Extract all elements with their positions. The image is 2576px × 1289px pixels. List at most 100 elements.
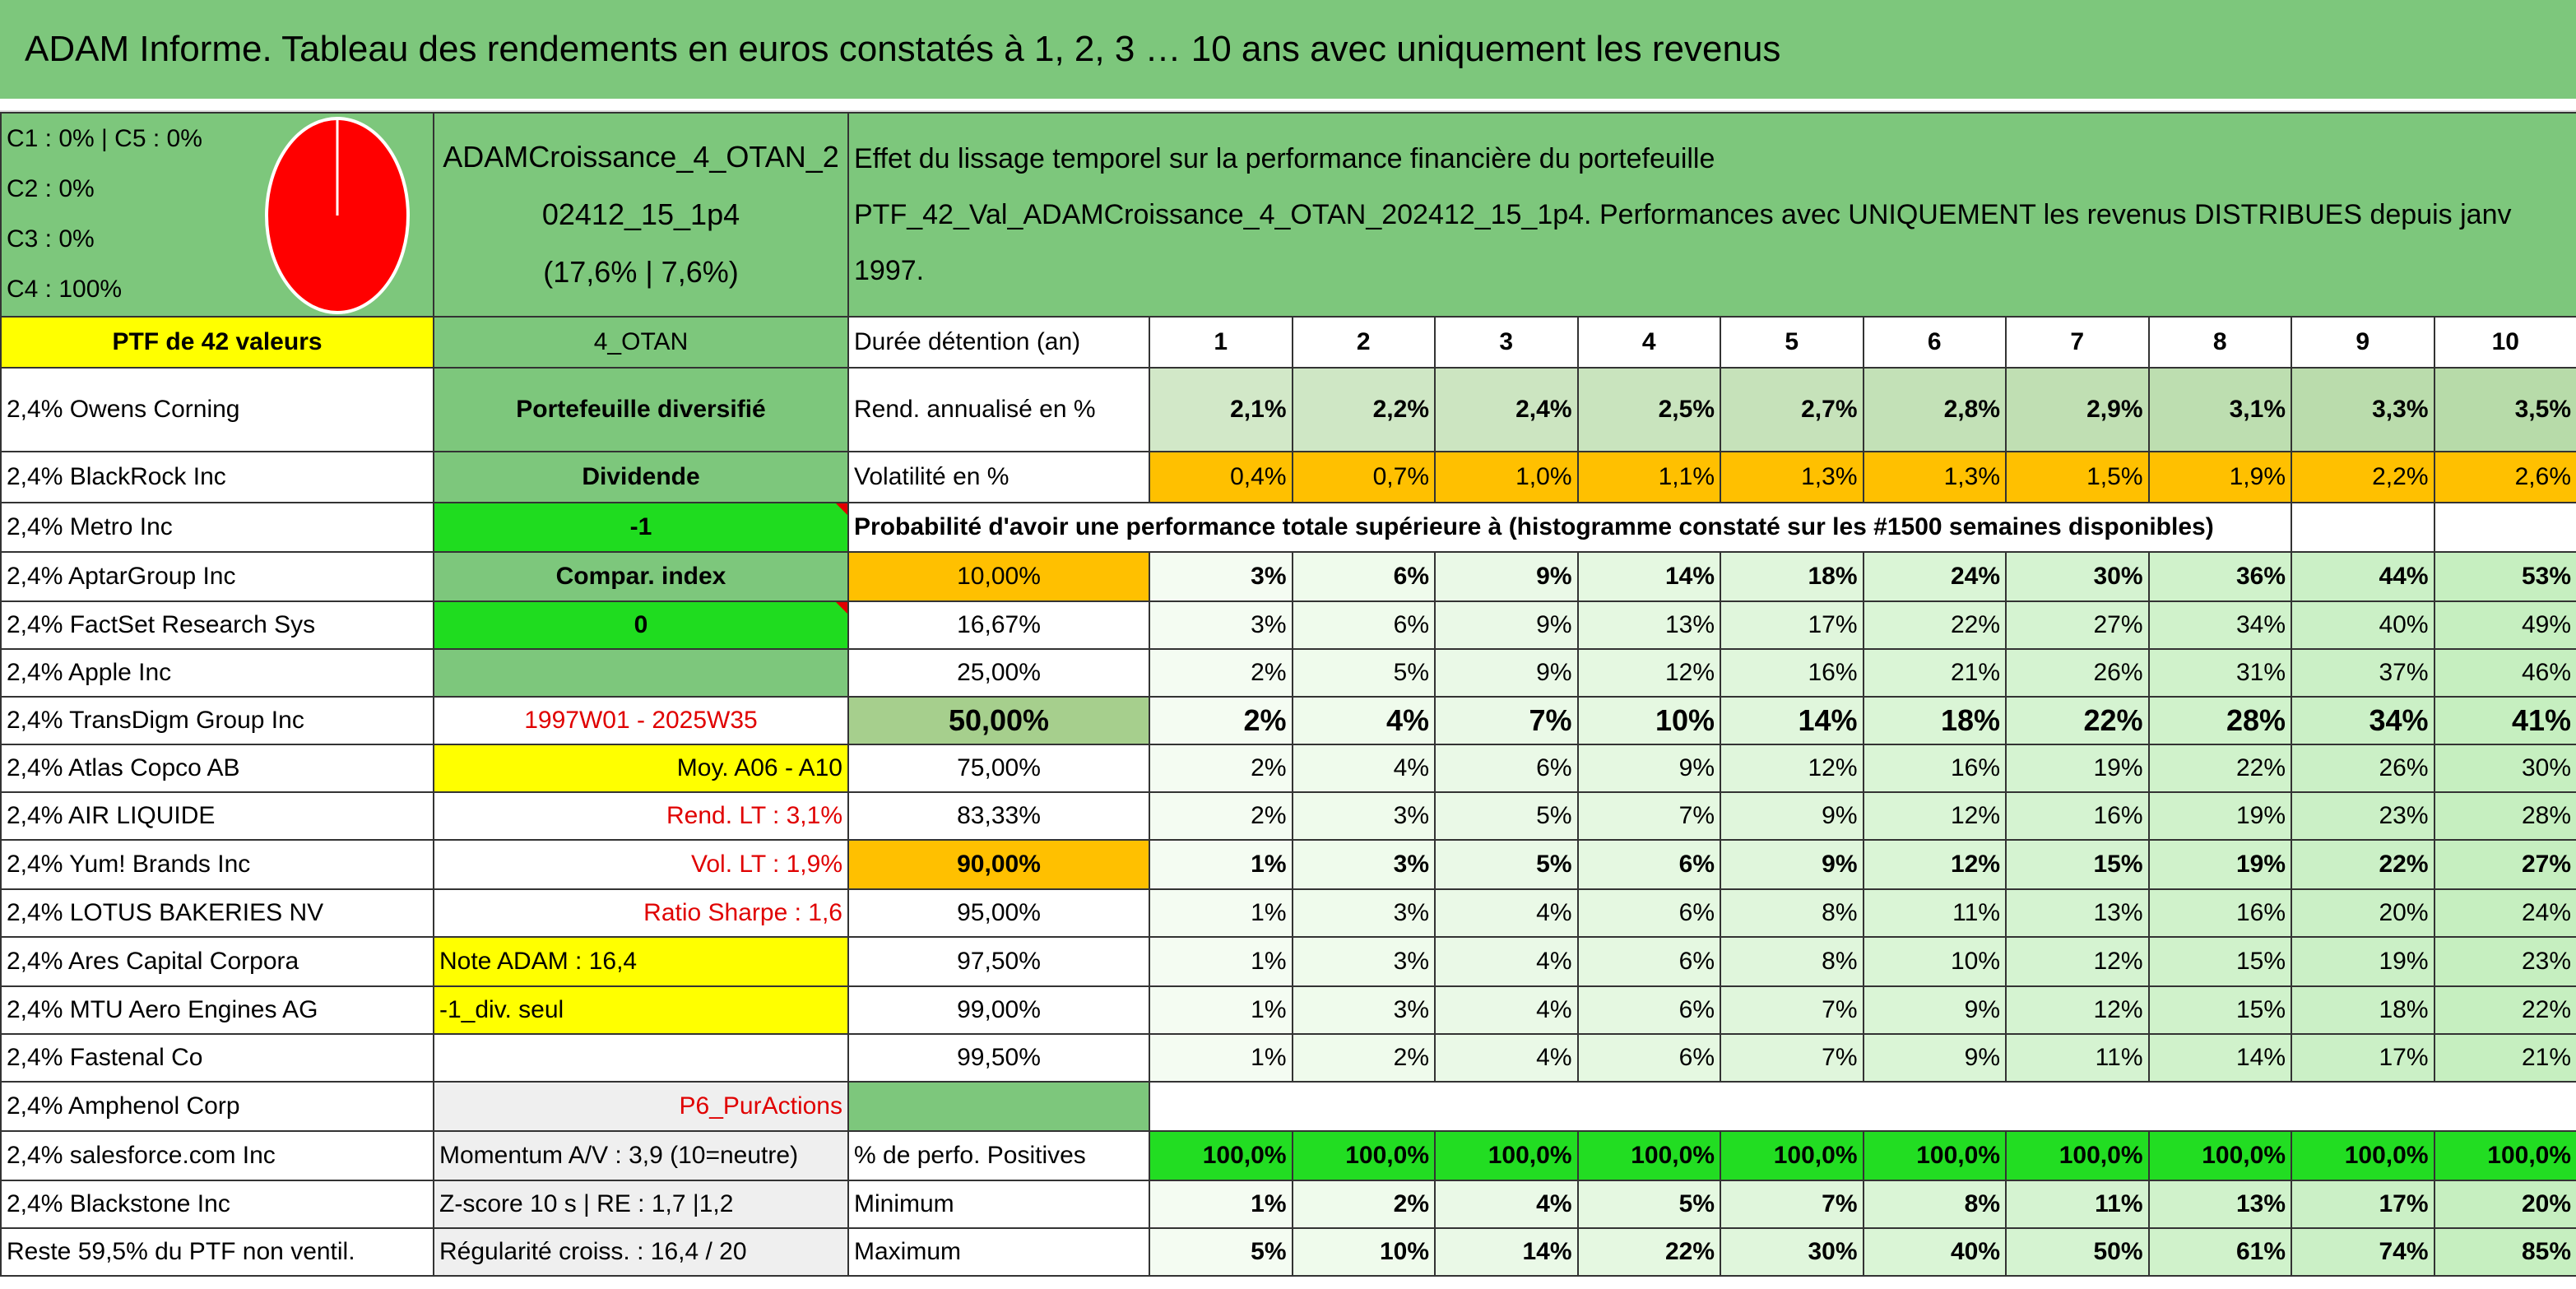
return-value: 2,2% (1291, 367, 1436, 452)
probability-value: 4% (1291, 696, 1436, 745)
volatility-value: 2,2% (2291, 451, 2435, 503)
stat-value: 1% (1149, 1180, 1293, 1229)
probability-value: 17% (2291, 1033, 2435, 1083)
portfolio-attribute: Vol. LT : 1,9% (433, 839, 849, 890)
probability-level: 99,00% (847, 985, 1150, 1035)
probability-value: 8% (1720, 888, 1864, 938)
row-label: % de perfo. Positives (847, 1130, 1150, 1181)
probability-value: 20% (2291, 888, 2435, 938)
portfolio-attribute: Note ADAM : 16,4 (433, 936, 849, 987)
probability-value: 44% (2291, 551, 2435, 602)
probability-level: 16,67% (847, 600, 1150, 650)
portfolio-attribute: Régularité croiss. : 16,4 / 20 (433, 1227, 849, 1277)
probability-level: 50,00% (847, 696, 1150, 745)
volatility-value: 1,1% (1576, 451, 1721, 503)
holding-name: PTF de 42 valeurs (0, 316, 434, 369)
stat-value: 13% (2147, 1180, 2292, 1229)
portfolio-name: ADAMCroissance_4_OTAN_202412_15_1p4 (443, 140, 839, 231)
description-line: PTF_42_Val_ADAMCroissance_4_OTAN_202412_… (854, 199, 2512, 286)
stat-value: 85% (2433, 1227, 2576, 1277)
probability-value: 4% (1434, 936, 1579, 987)
probability-value: 24% (2433, 888, 2576, 938)
row: 2,4% Ares Capital Corpora Note ADAM : 16,… (0, 936, 2576, 987)
probability-value: 28% (2147, 696, 2292, 745)
probability-value: 9% (1862, 985, 2007, 1035)
probability-value: 3% (1291, 839, 1436, 890)
probability-value: 4% (1434, 1033, 1579, 1083)
period: 2 (1291, 316, 1436, 369)
probability-value: 16% (2147, 888, 2292, 938)
row: 2,4% TransDigm Group Inc 1997W01 - 2025W3… (0, 696, 2576, 745)
probability-value: 22% (2005, 696, 2150, 745)
probability-value: 19% (2291, 936, 2435, 987)
title: ADAM Informe. Tableau des rendements en … (0, 0, 2576, 99)
probability-value: 10% (1576, 696, 1721, 745)
portfolio-attribute: Rend. LT : 3,1% (433, 791, 849, 841)
probability-value: 26% (2291, 744, 2435, 793)
portfolio-attribute: Ratio Sharpe : 1,6 (433, 888, 849, 938)
holding-name: 2,4% BlackRock Inc (0, 451, 434, 503)
row: 2,4% MTU Aero Engines AG -1_div. seul 99,0… (0, 985, 2576, 1035)
probability-value: 16% (2005, 791, 2150, 841)
portfolio-attribute: Momentum A/V : 3,9 (10=neutre) (433, 1130, 849, 1181)
spacer (0, 99, 2576, 112)
stat-value: 100,0% (1434, 1130, 1579, 1181)
period: 5 (1720, 316, 1864, 369)
holding-name: 2,4% LOTUS BAKERIES NV (0, 888, 434, 938)
probability-value: 23% (2291, 791, 2435, 841)
probability-value: 3% (1149, 551, 1293, 602)
row: PTF de 42 valeurs 4_OTAN Durée détention (… (0, 316, 2576, 369)
probability-value: 22% (1862, 600, 2007, 650)
row-label: Minimum (847, 1180, 1150, 1229)
probability-value: 23% (2433, 936, 2576, 987)
row-label: Volatilité en % (847, 451, 1150, 503)
probability-value: 12% (2005, 936, 2150, 987)
probability-level: 90,00% (847, 839, 1150, 890)
portfolio-attribute: Moy. A06 - A10 (433, 744, 849, 793)
probability-value: 1% (1149, 1033, 1293, 1083)
probability-value: 19% (2147, 839, 2292, 890)
period: 10 (2433, 316, 2576, 369)
probability-value: 41% (2433, 696, 2576, 745)
row: 2,4% FactSet Research Sys 0 16,67% 3% 6% 9% 13… (0, 600, 2576, 650)
probability-value: 14% (1576, 551, 1721, 602)
probability-level: 97,50% (847, 936, 1150, 987)
probability-value: 2% (1291, 1033, 1436, 1083)
stat-value: 2% (1291, 1180, 1436, 1229)
probability-value: 6% (1291, 551, 1436, 602)
probability-value: 11% (1862, 888, 2007, 938)
probability-value: 6% (1576, 936, 1721, 987)
probability-value: 3% (1291, 985, 1436, 1035)
probability-value: 34% (2147, 600, 2292, 650)
probability-value: 6% (1576, 985, 1721, 1035)
holding-name: 2,4% Amphenol Corp (0, 1081, 434, 1132)
return-value: 3,5% (2433, 367, 2576, 452)
holding-name: 2,4% Apple Inc (0, 648, 434, 698)
probability-value: 3% (1291, 936, 1436, 987)
probability-value: 2% (1149, 696, 1293, 745)
composition-line: C3 : 0% (7, 225, 95, 253)
portfolio-attribute: Compar. index (433, 551, 849, 602)
portfolio-attribute: Dividende (433, 451, 849, 503)
probability-value: 1% (1149, 888, 1293, 938)
probability-value: 3% (1291, 888, 1436, 938)
probability-value: 53% (2433, 551, 2576, 602)
probability-value: 7% (1720, 985, 1864, 1035)
volatility-value: 1,0% (1434, 451, 1579, 503)
composition-line: C4 : 100% (7, 276, 123, 303)
holding-name: 2,4% Yum! Brands Inc (0, 839, 434, 890)
stat-value: 11% (2005, 1180, 2150, 1229)
return-value: 2,5% (1576, 367, 1721, 452)
row: 2,4% Fastenal Co 99,50% 1% 2% 4% 6% 7% 9% 11% 14%… (0, 1033, 2576, 1083)
holding-name: 2,4% AIR LIQUIDE (0, 791, 434, 841)
row: 2,4% AptarGroup Inc Compar. index 10,00% 3%… (0, 551, 2576, 602)
stat-value: 5% (1149, 1227, 1293, 1277)
probability-level: 25,00% (847, 648, 1150, 698)
probability-value: 3% (1149, 600, 1293, 650)
stat-value: 100,0% (1291, 1130, 1436, 1181)
probability-value: 9% (1434, 648, 1579, 698)
probability-value: 9% (1434, 600, 1579, 650)
probability-level: 75,00% (847, 744, 1150, 793)
probability-value: 15% (2147, 936, 2292, 987)
holding-name: 2,4% Owens Corning (0, 367, 434, 452)
